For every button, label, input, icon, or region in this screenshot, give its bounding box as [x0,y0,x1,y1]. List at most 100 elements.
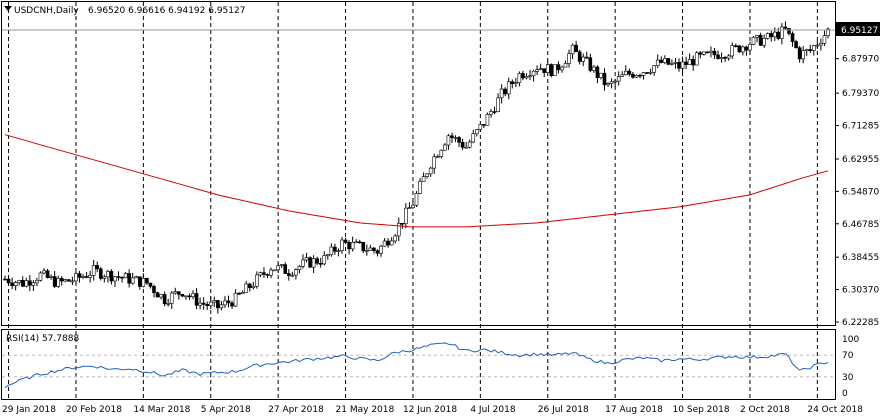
candle-body [414,192,419,206]
candle-body [191,293,195,297]
candle-body [13,282,18,287]
candle-body [620,74,625,77]
candle-body [531,70,536,77]
candle-body [17,280,21,283]
y-tick-label: 6.30370 [842,286,879,296]
current-price-tag [836,22,880,36]
moving-average-line [4,134,829,228]
candle-body [411,204,415,208]
candle-body [297,266,302,270]
candle-body [595,66,600,78]
candle-body [10,282,14,287]
x-tick-label: 17 Aug 2018 [605,405,663,415]
candle-body [265,274,270,276]
x-tick-label: 10 Sep 2018 [673,405,730,415]
candle-body [184,295,188,298]
candle-body [113,276,117,282]
candle-body [404,207,408,225]
candle-body [418,181,422,194]
candle-body [485,114,490,126]
candle-body [205,304,210,307]
candle-body [645,72,649,74]
triangle-down-icon[interactable] [4,6,12,11]
vertical-gridlines [8,2,818,399]
candle-body [272,269,277,272]
rsi-level-lines [2,354,835,378]
candle-body [577,51,582,62]
candle-body [606,83,610,86]
candle-body [301,259,305,267]
candle-body [457,137,461,143]
candle-body [478,124,483,130]
candle-body [98,268,103,279]
candle-body [269,269,273,276]
candle-body [318,262,323,265]
candle-body [432,156,437,169]
candle-body [812,45,816,51]
candle-body [826,28,830,36]
candle-body [471,133,476,143]
symbol-label: USDCNH,Daily [14,6,79,16]
candle-body [251,285,256,288]
x-tick-label: 5 Apr 2018 [201,405,251,415]
x-tick-label: 20 Feb 2018 [66,405,122,415]
candle-body [152,286,156,294]
candle-body [524,76,529,79]
candle-body [758,34,763,46]
candle-body [748,43,752,51]
candle-body [88,275,92,278]
candle-body [602,72,607,86]
candle-body [421,176,426,182]
candle-body [247,283,252,288]
x-tick-label: 26 Jul 2018 [538,405,589,415]
candle-body [308,257,312,268]
rsi-panel-frame [1,329,836,400]
candle-body [506,81,511,95]
candle-body [382,240,387,247]
candle-body [684,61,688,65]
candle-body [386,240,390,246]
candle-body [737,45,742,53]
candle-body [514,82,518,84]
candle-body [389,240,394,246]
candle-body [503,88,507,95]
candle-body [755,34,759,38]
candle-body [772,31,777,38]
candle-body [169,292,174,304]
candle-body [553,64,557,76]
candle-body [134,276,139,279]
candle-body [354,241,358,244]
candle-body [677,62,681,69]
candle-body [496,97,500,112]
candle-body [49,276,53,278]
candle-body [42,270,46,274]
candle-body [28,280,32,286]
candle-body [698,52,703,55]
candle-body [52,276,57,287]
candle-body [783,26,788,29]
candle-body [255,274,259,287]
candle-body [212,300,217,303]
candle-body [599,72,603,78]
candle-body [574,44,578,53]
ohlc-values: 6.96520 6.96616 6.94192 6.95127 [88,6,245,16]
candle-body [475,129,479,135]
candle-body [687,59,692,65]
candle-body [177,291,181,295]
candle-body [641,72,646,76]
candle-body [208,301,213,307]
candle-body [365,250,369,252]
candle-body [336,250,341,252]
candle-body [733,45,738,48]
x-tick-label: 21 May 2018 [336,405,395,415]
candle-body [74,273,78,282]
candle-body [567,53,571,64]
x-tick-label: 12 Jun 2018 [403,405,457,415]
candle-body [24,280,29,287]
candle-body [808,49,813,51]
candle-body [666,58,671,65]
candle-body [616,76,621,82]
candle-body [453,137,458,139]
candle-body [343,239,348,243]
